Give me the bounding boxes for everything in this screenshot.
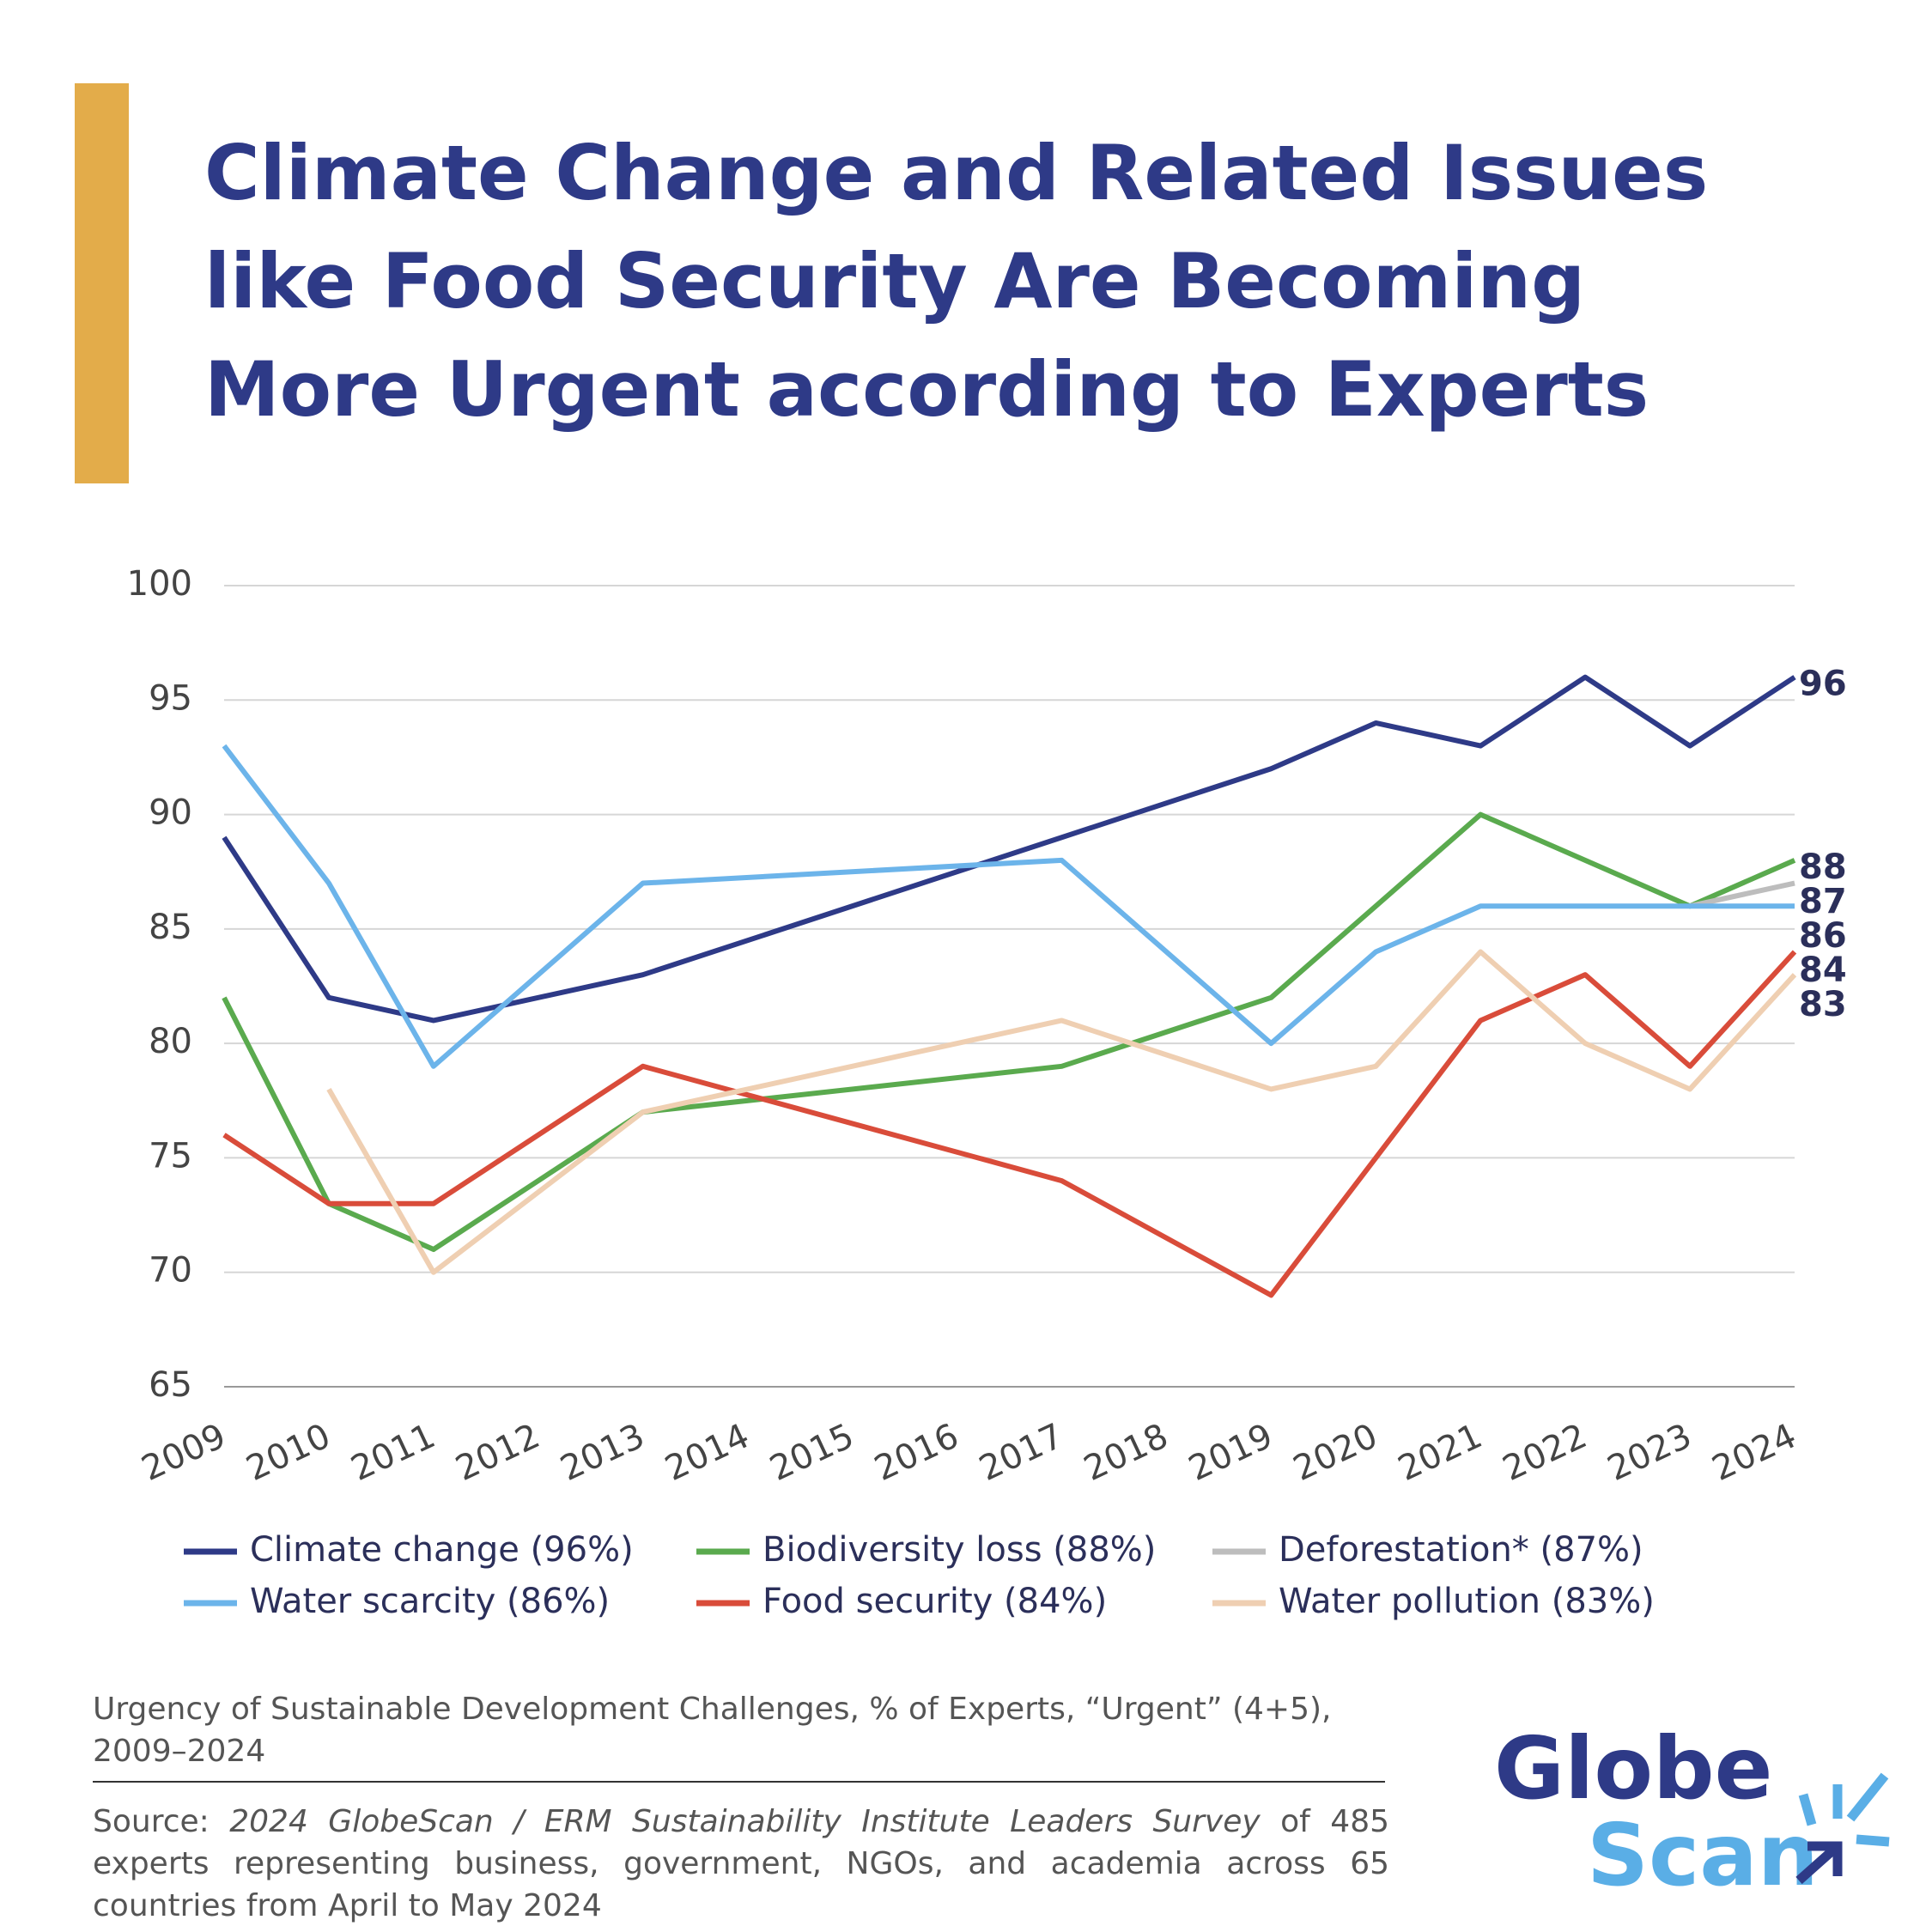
end-label: 88	[1799, 848, 1847, 887]
y-tick-label: 70	[149, 1251, 192, 1291]
legend-label: Biodiversity loss (88%)	[762, 1530, 1156, 1570]
y-tick-label: 95	[149, 678, 192, 718]
x-tick-label: 2011	[345, 1416, 441, 1489]
accent-bar	[75, 83, 129, 483]
logo-text: Globe	[1494, 1718, 1772, 1819]
x-tick-label: 2013	[555, 1416, 651, 1489]
line	[326, 949, 1797, 1275]
legend-label: Climate change (96%)	[250, 1530, 634, 1570]
x-tick-label: 2017	[974, 1416, 1070, 1489]
y-tick-label: 90	[149, 793, 192, 833]
line	[222, 950, 1797, 1298]
source: Source: 2024 GlobeScan / ERM Sustainabil…	[93, 1801, 1389, 1927]
x-tick-label: 2019	[1183, 1416, 1279, 1489]
line	[222, 744, 1795, 1069]
x-tick-label: 2021	[1392, 1416, 1488, 1489]
title: More Urgent according to Experts	[204, 345, 1649, 434]
legend-label: Water scarcity (86%)	[250, 1582, 610, 1621]
legend-label: Food security (84%)	[762, 1582, 1107, 1621]
x-tick-label: 2020	[1287, 1416, 1383, 1489]
y-tick-label: 75	[149, 1136, 192, 1176]
end-label: 86	[1799, 916, 1847, 956]
x-tick-label: 2012	[450, 1416, 546, 1489]
y-tick-label: 100	[127, 564, 192, 604]
x-tick-label: 2022	[1497, 1416, 1593, 1489]
source-text: of 485 experts representing business, go…	[93, 1804, 1389, 1923]
y-tick-label: 85	[149, 908, 192, 947]
source-title: 2024 GlobeScan / ERM Sustainability Inst…	[229, 1804, 1261, 1839]
y-tick-label: 80	[149, 1022, 192, 1061]
logo-text: Scan	[1587, 1805, 1819, 1905]
legend-label: Water pollution (83%)	[1279, 1582, 1655, 1621]
title: like Food Security Are Becoming	[204, 237, 1585, 325]
end-label: 84	[1799, 951, 1847, 990]
end-label: 83	[1799, 985, 1847, 1024]
y-tick-label: 65	[149, 1365, 192, 1405]
x-tick-label: 2018	[1078, 1416, 1175, 1489]
line	[1689, 880, 1795, 909]
x-tick-label: 2014	[659, 1416, 756, 1489]
end-label: 96	[1799, 665, 1847, 704]
line	[222, 674, 1796, 1024]
line	[222, 811, 1796, 1253]
x-tick-label: 2015	[764, 1416, 860, 1489]
x-tick-label: 2023	[1601, 1416, 1698, 1489]
x-tick-label: 2010	[240, 1416, 337, 1489]
x-tick-label: 2009	[136, 1416, 232, 1489]
logo-icon	[1795, 1772, 1890, 1885]
x-tick-label: 2024	[1706, 1416, 1802, 1489]
title: Climate Change and Related Issues	[204, 129, 1708, 217]
end-label: 87	[1799, 882, 1847, 921]
caption: Urgency of Sustainable Development Chall…	[93, 1692, 1332, 1769]
x-tick-label: 2016	[869, 1416, 965, 1489]
legend-label: Deforestation* (87%)	[1279, 1530, 1643, 1570]
source-label: Source:	[93, 1804, 210, 1839]
